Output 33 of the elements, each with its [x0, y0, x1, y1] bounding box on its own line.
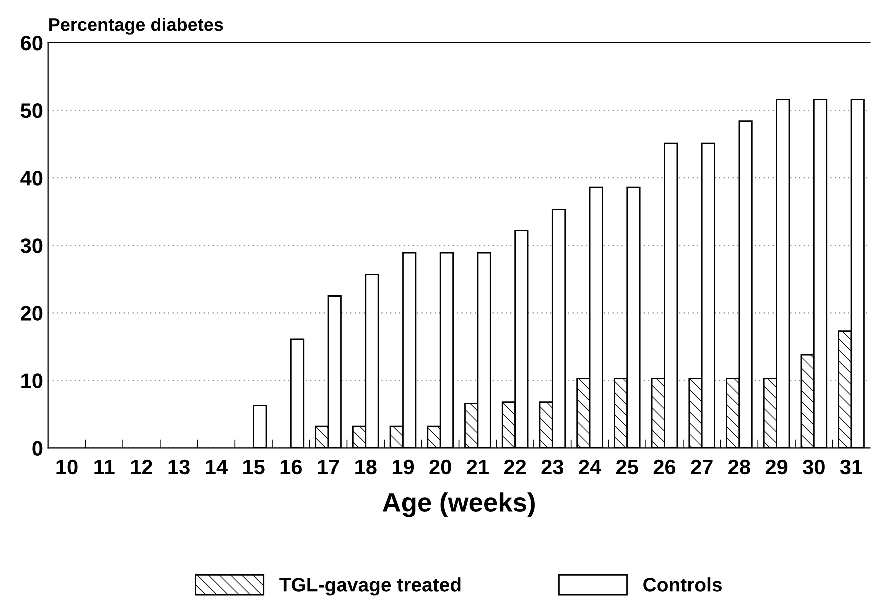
x-axis-title: Age (weeks): [382, 492, 535, 518]
x-tick-label: 16: [280, 460, 302, 475]
x-tick-label: 10: [56, 460, 78, 475]
y-tick-label: 0: [32, 441, 43, 456]
x-tick-label: 19: [392, 460, 414, 475]
x-tick-label: 20: [430, 460, 452, 475]
x-tick-label: 22: [504, 460, 526, 474]
x-tick-label: 23: [542, 460, 564, 475]
x-tick-label: 28: [728, 460, 750, 475]
x-tick-label: 27: [691, 460, 713, 474]
x-tick-label: 18: [356, 460, 377, 475]
x-tick-label: 24: [579, 460, 602, 474]
x-tick-label: 15: [244, 460, 265, 475]
x-tick-label: 26: [654, 460, 676, 475]
y-tick-label: 30: [20, 238, 43, 254]
x-tick-label: 14: [206, 460, 228, 474]
x-tick-label: 11: [94, 460, 115, 474]
y-tick-label: 50: [20, 104, 43, 118]
legend-label: TGL-gavage treated: [280, 578, 461, 596]
x-tick-label: 29: [766, 460, 788, 475]
x-tick-label: 21: [467, 460, 489, 474]
y-axis-title: Percentage diabetes: [50, 18, 224, 35]
x-tick-label: 30: [803, 460, 825, 475]
x-tick-label: 12: [131, 460, 152, 474]
x-tick-label: 25: [616, 460, 638, 475]
y-tick-label: 60: [21, 36, 43, 51]
legend-label: Controls: [644, 578, 722, 592]
x-tick-label: 13: [168, 460, 190, 475]
y-tick-label: 10: [22, 374, 43, 388]
y-tick-label: 20: [21, 306, 43, 321]
x-tick-label: 17: [318, 460, 340, 474]
y-tick-label: 40: [20, 171, 43, 186]
x-tick-label: 31: [840, 460, 863, 475]
